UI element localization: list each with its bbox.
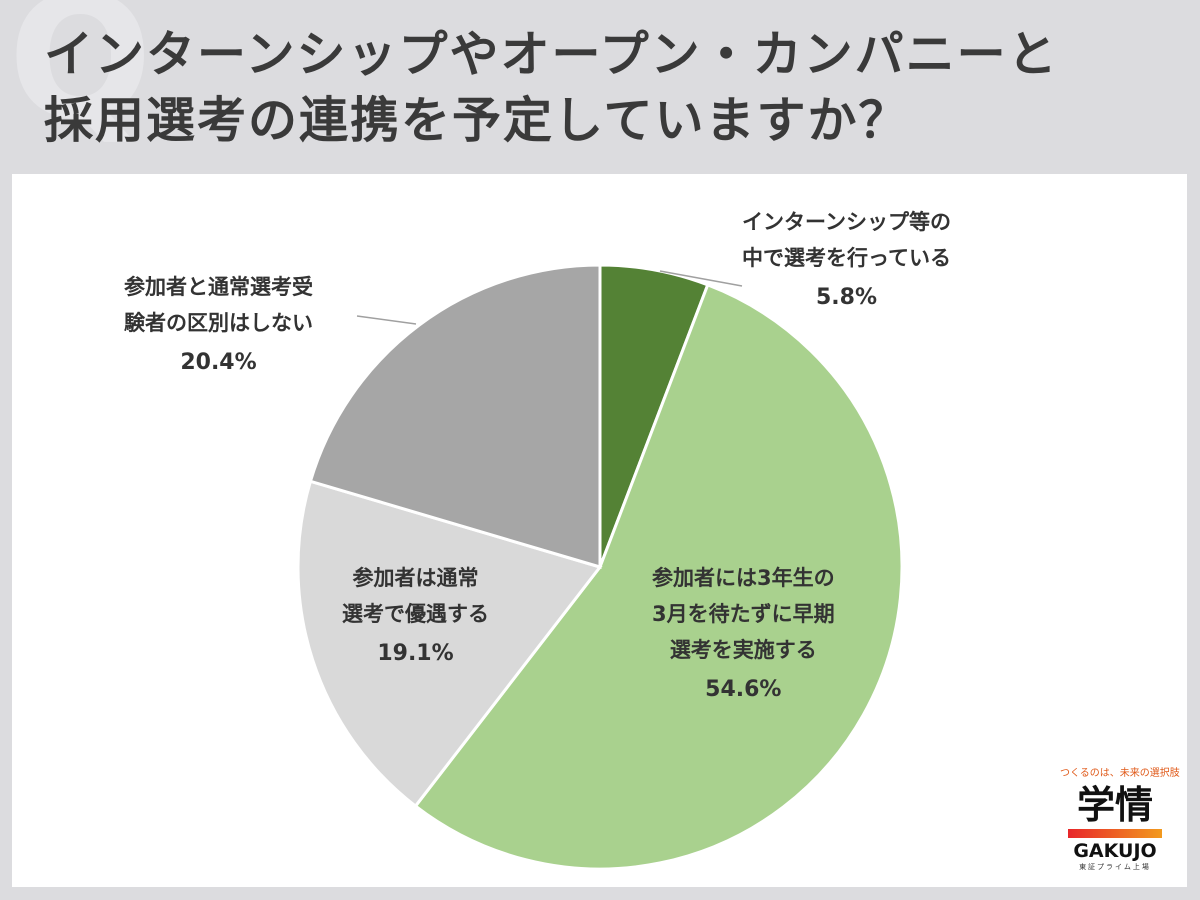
pie-chart [296,263,904,871]
slice-label-line: 中で選考を行っている [742,246,951,270]
slice-label-internship-selection: インターンシップ等の 中で選考を行っている 5.8% [742,204,951,316]
chart-panel: インターンシップ等の 中で選考を行っている 5.8% 参加者には3年生の 3月を… [12,174,1187,887]
slice-label-line: 験者の区別はしない [124,311,313,335]
slice-preferential [296,479,603,809]
slice-no-distinction [308,263,602,570]
slice-label-line: 参加者と通常選考受 [124,275,313,299]
slice-label-early-selection: 参加者には3年生の 3月を待たずに早期 選考を実施する 54.6% [652,560,835,708]
slice-label-no-distinction: 参加者と通常選考受 験者の区別はしない 20.4% [124,269,313,381]
logo-subtitle: 東証プライム上場 [1079,863,1151,871]
title-line-1: インターンシップやオープン・カンパニーと [44,26,1059,83]
slice-label-line: 選考で優遇する [342,602,489,626]
slice-label-preferential: 参加者は通常 選考で優遇する 19.1% [342,560,489,672]
slice-label-line: 参加者は通常 [352,566,479,590]
slice-label-line: 3月を待たずに早期 [652,602,835,626]
slice-percent: 20.4% [180,350,257,375]
slice-label-line: 選考を実施する [669,638,817,662]
logo-mark: 学情 [1076,783,1153,827]
title-line-2: 採用選考の連携を予定していますか？ [44,92,910,149]
leader-line [659,270,743,287]
logo-tagline: つくるのは、未来の選択肢 [1060,768,1180,779]
slice-percent: 19.1% [377,641,454,666]
slice-percent: 54.6% [705,677,782,702]
background-q-glyph: Q [8,0,153,158]
slice-label-line: インターンシップ等の [742,210,951,234]
logo-brand: GAKUJO [1073,840,1157,862]
slice-early-selection [413,282,904,871]
leader-line [356,315,417,325]
gakujo-logo: つくるのは、未来の選択肢 学情 GAKUJO 東証プライム上場 [1060,764,1180,872]
page-title: インターンシップやオープン・カンパニーと 採用選考の連携を予定していますか？ [44,22,1174,154]
logo-bar [1068,829,1162,838]
slice-percent: 5.8% [815,285,877,310]
slice-label-line: 参加者には3年生の [652,566,835,590]
